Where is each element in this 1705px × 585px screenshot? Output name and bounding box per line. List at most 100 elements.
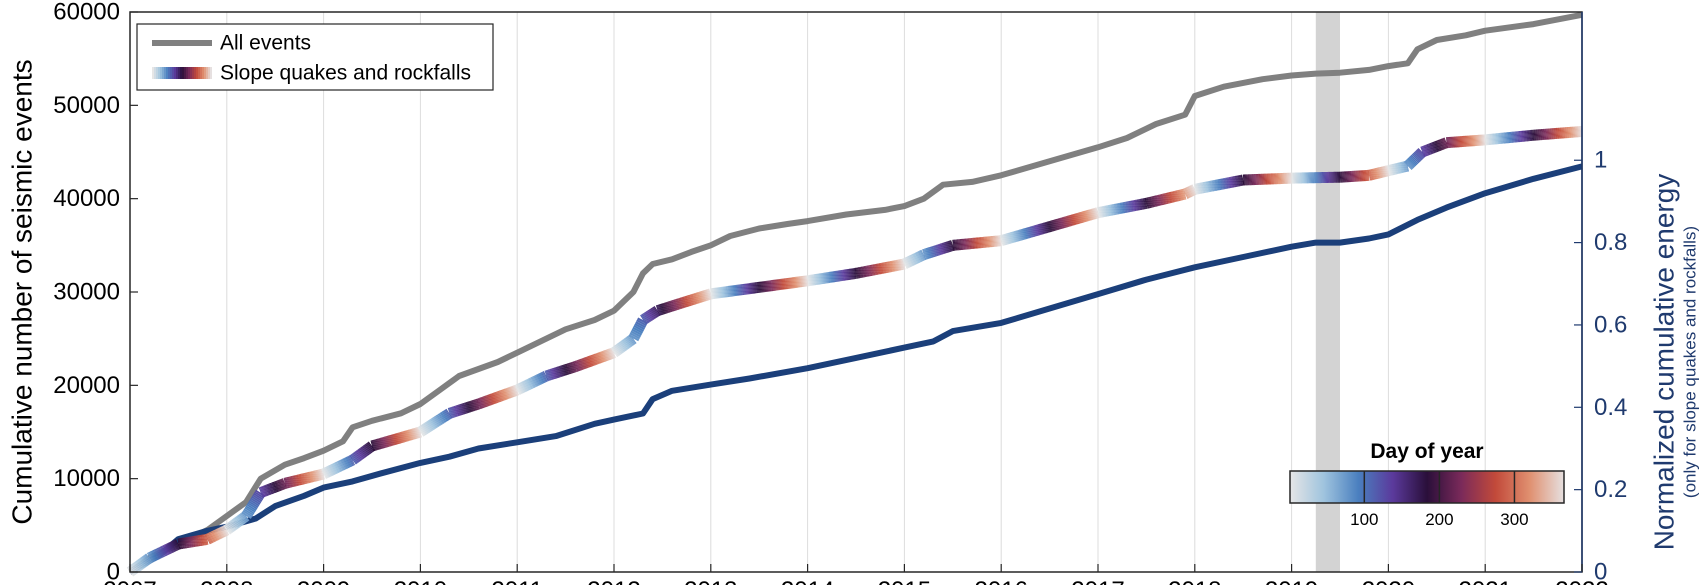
slope-quakes-segment	[132, 562, 140, 573]
series-normalized-energy	[128, 163, 1583, 575]
slope-quakes-segment	[361, 446, 369, 457]
slope-quakes-segment	[253, 492, 264, 501]
slope-quakes-segment	[137, 559, 145, 569]
slope-quakes-segment	[614, 344, 623, 355]
slope-quakes-segment	[241, 512, 249, 522]
slope-quakes-segment	[629, 332, 641, 340]
slope-quakes-segment	[359, 447, 367, 458]
slope-quakes-segment	[641, 314, 648, 325]
slope-quakes-segment	[1417, 148, 1427, 157]
slope-quakes-segment	[127, 566, 136, 576]
slope-quakes-segment	[239, 513, 247, 524]
slope-quakes-segment	[610, 347, 619, 358]
x-tick-label-2008: 2008	[200, 577, 253, 585]
slope-quakes-segment	[626, 336, 634, 346]
slope-quakes-segment	[627, 335, 635, 346]
slope-quakes-segment	[1404, 160, 1414, 170]
y2-axis-subtitle: (only for slope quakes and rockfalls)	[1681, 226, 1700, 498]
slope-quakes-segment	[1405, 159, 1415, 169]
slope-quakes-segment	[251, 495, 262, 504]
y-tick-label-10000: 10000	[53, 465, 120, 492]
x-tick-label-2018: 2018	[1168, 577, 1221, 585]
legend-label-slope-quakes: Slope quakes and rockfalls	[220, 62, 471, 85]
slope-quakes-segment	[1412, 152, 1422, 162]
slope-quakes-segment	[423, 423, 431, 433]
legend: All events Slope quakes and rockfalls	[136, 23, 494, 91]
slope-quakes-segment	[242, 509, 253, 518]
y-tick-label-50000: 50000	[53, 92, 120, 119]
x-tick-label-2011: 2011	[491, 577, 543, 585]
slope-quakes-segment	[422, 423, 430, 434]
colorbar: Day of year 100 200 300	[1289, 440, 1565, 529]
colorbar-ticks: 100 200 300	[1350, 471, 1529, 529]
slope-quakes-segment	[621, 339, 629, 350]
slope-quakes-segment	[420, 424, 428, 435]
slope-quakes-segment	[651, 307, 659, 318]
slope-quakes-segment	[233, 517, 241, 528]
y-tick-label-40000: 40000	[53, 185, 120, 212]
slope-quakes-segment	[438, 413, 446, 423]
slope-quakes-segment	[136, 559, 144, 570]
slope-quakes-segment	[352, 452, 360, 463]
slope-quakes-segment	[235, 516, 243, 527]
slope-quakes-segment	[645, 311, 653, 321]
slope-quakes-segment	[633, 324, 645, 332]
slope-quakes-segment	[366, 442, 375, 452]
colorbar-tick-label-300: 300	[1500, 510, 1528, 529]
slope-quakes-segment	[365, 442, 374, 453]
slope-quakes-segment	[234, 517, 242, 527]
slope-quakes-segment	[641, 313, 649, 324]
slope-quakes-segment	[428, 419, 436, 430]
slope-quakes-segment	[430, 418, 437, 429]
y2-tick-label-0.4: 0.4	[1594, 394, 1627, 421]
x-tick-label-2021: 2021	[1459, 577, 1512, 585]
slope-quakes-segment	[232, 518, 240, 529]
slope-quakes-segment	[613, 345, 622, 356]
slope-quakes-segment	[140, 557, 148, 567]
slope-quakes-segment	[142, 555, 150, 566]
slope-quakes-segment	[355, 450, 363, 461]
slope-quakes-segment	[226, 522, 234, 533]
slope-quakes-segment	[612, 346, 621, 356]
y2-axis-title: Normalized cumulative energy	[1649, 174, 1680, 551]
slope-quakes-segment	[367, 441, 376, 452]
slope-quakes-segment	[652, 306, 660, 317]
slope-quakes-segment	[350, 454, 358, 464]
series-slope-quakes	[126, 125, 1583, 577]
slope-quakes-segment	[1413, 151, 1423, 161]
slope-quakes-segment	[441, 411, 449, 422]
slope-quakes-segment	[620, 340, 628, 351]
slope-quakes-segment	[631, 328, 643, 336]
slope-quakes-segment	[426, 421, 434, 432]
slope-quakes-segment	[634, 323, 646, 331]
slope-quakes-segment	[358, 448, 366, 459]
slope-quakes-segment	[231, 519, 239, 529]
slope-quakes-segment	[619, 341, 627, 351]
x-tick-label-2010: 2010	[394, 577, 447, 585]
slope-quakes-segment	[440, 411, 448, 422]
slope-quakes-segment	[444, 409, 452, 420]
slope-quakes-segment	[240, 512, 248, 523]
slope-quakes-segment	[255, 489, 266, 498]
slope-quakes-segment	[236, 515, 244, 526]
slope-quakes-segment	[364, 443, 373, 454]
slope-quakes-segment	[632, 326, 644, 334]
slope-quakes-segment	[353, 452, 361, 462]
slope-quakes-segment	[1408, 156, 1418, 166]
slope-quakes-segment	[433, 416, 441, 427]
slope-quakes-segment	[628, 334, 640, 342]
slope-quakes-segment	[635, 321, 646, 329]
slope-quakes-segment	[628, 334, 636, 345]
slope-quakes-segment	[357, 449, 365, 459]
slope-quakes-segment	[629, 334, 637, 344]
slope-quakes-segment	[351, 453, 359, 464]
x-tick-label-2009: 2009	[297, 577, 350, 585]
slope-quakes-segment	[254, 491, 265, 499]
slope-quakes-segment	[360, 447, 368, 457]
slope-quakes-segment	[630, 330, 642, 338]
slope-quakes-segment	[435, 414, 443, 425]
slope-quakes-segment	[138, 558, 146, 569]
x-tick-label-2017: 2017	[1071, 577, 1124, 585]
slope-quakes-segment	[228, 521, 236, 531]
slope-quakes-segment	[430, 418, 438, 428]
